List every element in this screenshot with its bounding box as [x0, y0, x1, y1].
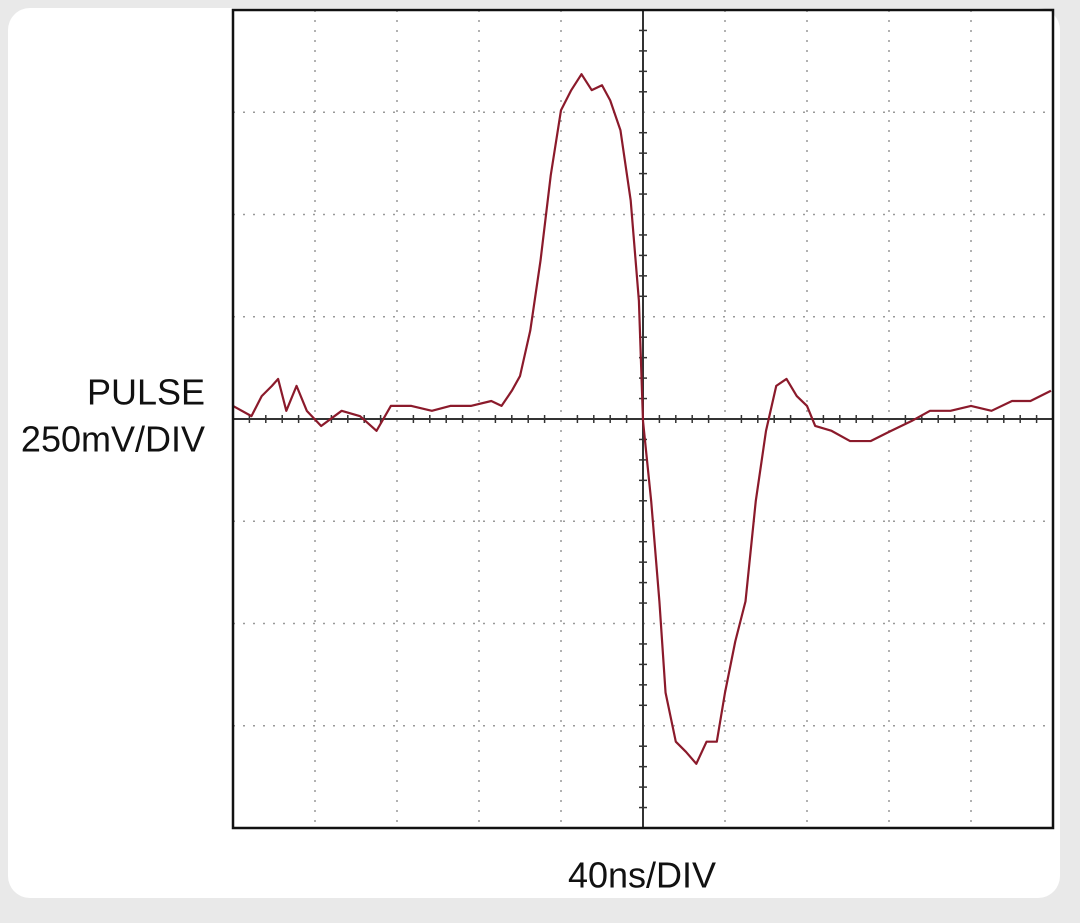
plot-frame: [231, 8, 1055, 830]
waveform: [232, 73, 1052, 765]
x-label: 40ns/DIV: [568, 855, 716, 896]
card: [8, 8, 1060, 898]
y-label: PULSE: [87, 372, 205, 413]
y-label: 250mV/DIV: [21, 419, 205, 460]
